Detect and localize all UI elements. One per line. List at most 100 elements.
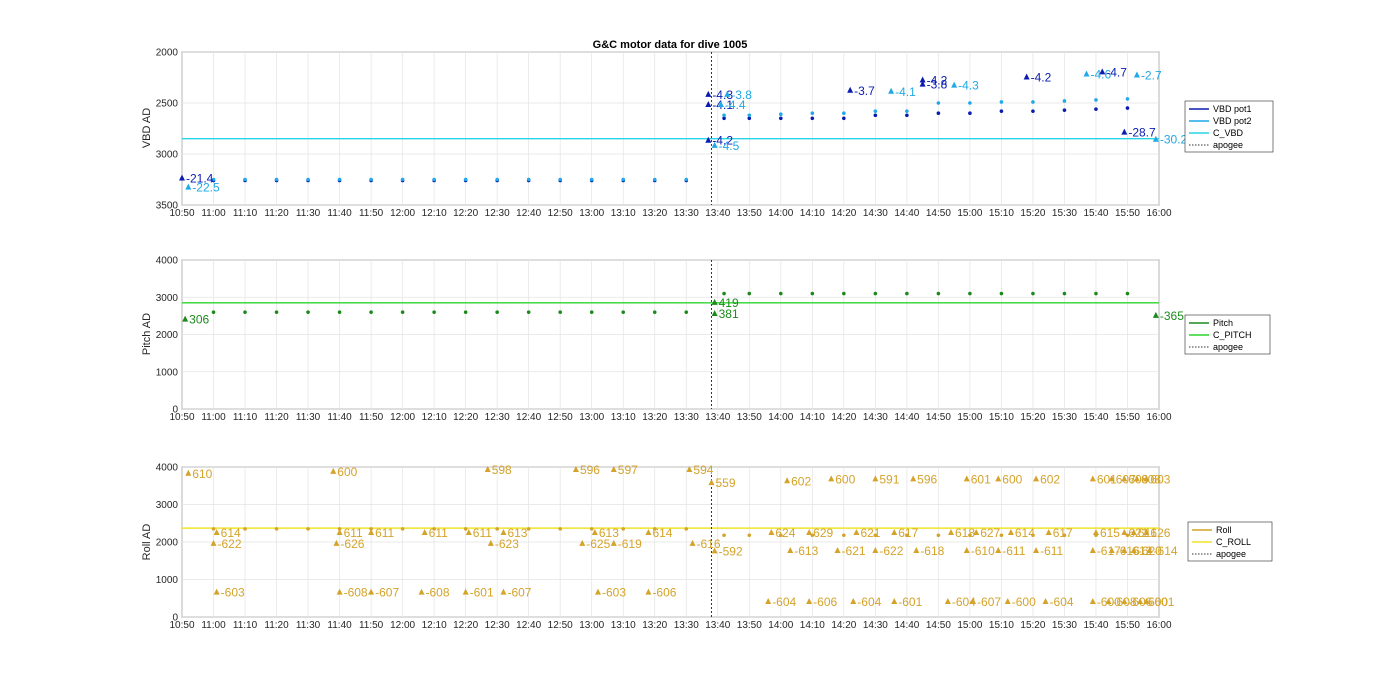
x-tick-label: 14:20 bbox=[831, 620, 856, 631]
x-tick-label: 13:10 bbox=[611, 412, 636, 423]
annotation-label: -611 bbox=[1040, 544, 1063, 558]
data-point bbox=[722, 113, 726, 118]
annotation-marker bbox=[1033, 547, 1040, 553]
plot-layer: 10:50 11:00 11:10 11:20 11:30 11:40 11:50 12:00… bbox=[156, 256, 1184, 424]
data-point bbox=[400, 177, 405, 182]
annotation-marker bbox=[910, 475, 917, 482]
x-tick-label: 13:00 bbox=[579, 208, 604, 219]
data-point bbox=[747, 116, 752, 121]
annotation-marker bbox=[1121, 598, 1128, 604]
x-tick-label: 15:20 bbox=[1020, 412, 1045, 423]
annotation-marker bbox=[1121, 475, 1128, 482]
annotation-label: -4.1 bbox=[895, 85, 916, 99]
annotation-marker bbox=[1121, 529, 1128, 535]
annotation-label: -365 bbox=[1160, 309, 1184, 323]
data-point bbox=[905, 109, 909, 113]
annotation-marker bbox=[806, 598, 813, 604]
annotation-marker bbox=[645, 529, 652, 535]
x-tick-label: 12:00 bbox=[390, 620, 415, 631]
annotation-marker bbox=[591, 529, 598, 535]
annotation-label: 596 bbox=[917, 472, 937, 486]
data-point bbox=[306, 527, 310, 531]
data-point bbox=[747, 533, 752, 538]
annotation-label: -601 bbox=[898, 595, 922, 609]
panel-roll: Roll AD 10:50 11:00 11:10 11:20 11:30 11:40 11… bbox=[141, 463, 1273, 632]
annotation-label: -623 bbox=[495, 537, 519, 551]
annotation-marker bbox=[336, 588, 343, 595]
data-point bbox=[842, 533, 846, 538]
data-point bbox=[432, 177, 436, 182]
annotation-marker bbox=[1089, 547, 1096, 553]
annotation-label: 603 bbox=[1150, 472, 1170, 486]
annotation-marker bbox=[872, 547, 879, 553]
annotation-label: 614 bbox=[1015, 526, 1035, 540]
x-tick-label: 11:30 bbox=[296, 620, 321, 631]
x-tick-label: 12:20 bbox=[453, 412, 478, 423]
y-tick-label: 2000 bbox=[156, 48, 179, 59]
annotation-label: 598 bbox=[492, 463, 512, 477]
data-point bbox=[243, 310, 247, 314]
data-point bbox=[779, 116, 783, 121]
annotation-label: 614 bbox=[652, 526, 672, 540]
data-point bbox=[684, 177, 689, 182]
annotation-marker bbox=[579, 539, 586, 546]
annotation-marker bbox=[210, 539, 217, 546]
annotation-marker bbox=[1089, 598, 1096, 604]
x-tick-label: 15:50 bbox=[1115, 620, 1140, 631]
x-tick-label: 15:10 bbox=[989, 412, 1014, 423]
x-tick-label: 15:30 bbox=[1052, 208, 1077, 219]
data-point bbox=[842, 116, 846, 121]
annotation-label: 306 bbox=[189, 313, 209, 327]
annotation-marker bbox=[913, 547, 920, 553]
annotation-marker bbox=[595, 588, 602, 595]
x-tick-label: 15:50 bbox=[1115, 208, 1140, 219]
panel-vbd: VBD AD 10:50 11:00 11:10 11:20 11:30 11:40 11:… bbox=[141, 48, 1274, 219]
plot-layer: 10:50 11:00 11:10 11:20 11:30 11:40 11:50 12:00… bbox=[156, 463, 1178, 632]
annotation-marker bbox=[610, 539, 617, 546]
annotation-marker bbox=[1007, 529, 1014, 535]
data-point bbox=[400, 310, 405, 314]
annotation-marker bbox=[711, 310, 718, 317]
x-tick-label: 11:20 bbox=[264, 208, 289, 219]
annotation-label: 608 bbox=[1141, 472, 1161, 486]
data-point bbox=[558, 177, 562, 182]
x-tick-label: 16:00 bbox=[1146, 208, 1171, 219]
annotation-marker bbox=[872, 475, 879, 482]
annotation-marker bbox=[182, 315, 189, 322]
annotation-marker bbox=[711, 141, 718, 148]
data-point bbox=[684, 527, 689, 531]
data-point bbox=[968, 101, 972, 105]
data-point bbox=[400, 527, 405, 531]
data-point bbox=[779, 291, 783, 296]
annotation-label: 613 bbox=[599, 526, 619, 540]
legend: Pitch C_PITCH apogee bbox=[1184, 314, 1271, 355]
annotation-label: -607 bbox=[507, 586, 531, 600]
annotation-label: -30.2 bbox=[1160, 133, 1188, 147]
x-tick-label: 11:50 bbox=[359, 620, 384, 631]
x-tick-label: 14:30 bbox=[863, 208, 888, 219]
data-point bbox=[621, 177, 626, 182]
x-tick-label: 10:50 bbox=[169, 412, 194, 423]
annotation-marker bbox=[462, 588, 469, 595]
data-point bbox=[1031, 533, 1035, 538]
annotation-label: -622 bbox=[879, 544, 903, 558]
y-axis-label: VBD AD bbox=[141, 108, 153, 148]
y-tick-label: 4000 bbox=[156, 256, 179, 267]
data-point bbox=[243, 527, 247, 531]
annotation-label: -4.2 bbox=[712, 134, 733, 148]
y-axis-label: Pitch AD bbox=[141, 313, 153, 355]
x-tick-label: 15:50 bbox=[1115, 412, 1140, 423]
annotation-label: -600 bbox=[1144, 595, 1168, 609]
annotation-marker bbox=[1023, 73, 1030, 80]
annotation-label: -4.2 bbox=[1031, 71, 1052, 85]
annotation-label: -608 bbox=[344, 586, 368, 600]
data-point bbox=[779, 112, 783, 117]
annotation-label: -625 bbox=[586, 537, 610, 551]
x-tick-label: 15:10 bbox=[989, 620, 1014, 631]
x-tick-label: 13:10 bbox=[611, 208, 636, 219]
x-tick-label: 13:50 bbox=[737, 620, 762, 631]
plot-area bbox=[181, 51, 1160, 206]
data-point bbox=[463, 310, 468, 314]
annotation-label: 617 bbox=[1053, 526, 1073, 540]
